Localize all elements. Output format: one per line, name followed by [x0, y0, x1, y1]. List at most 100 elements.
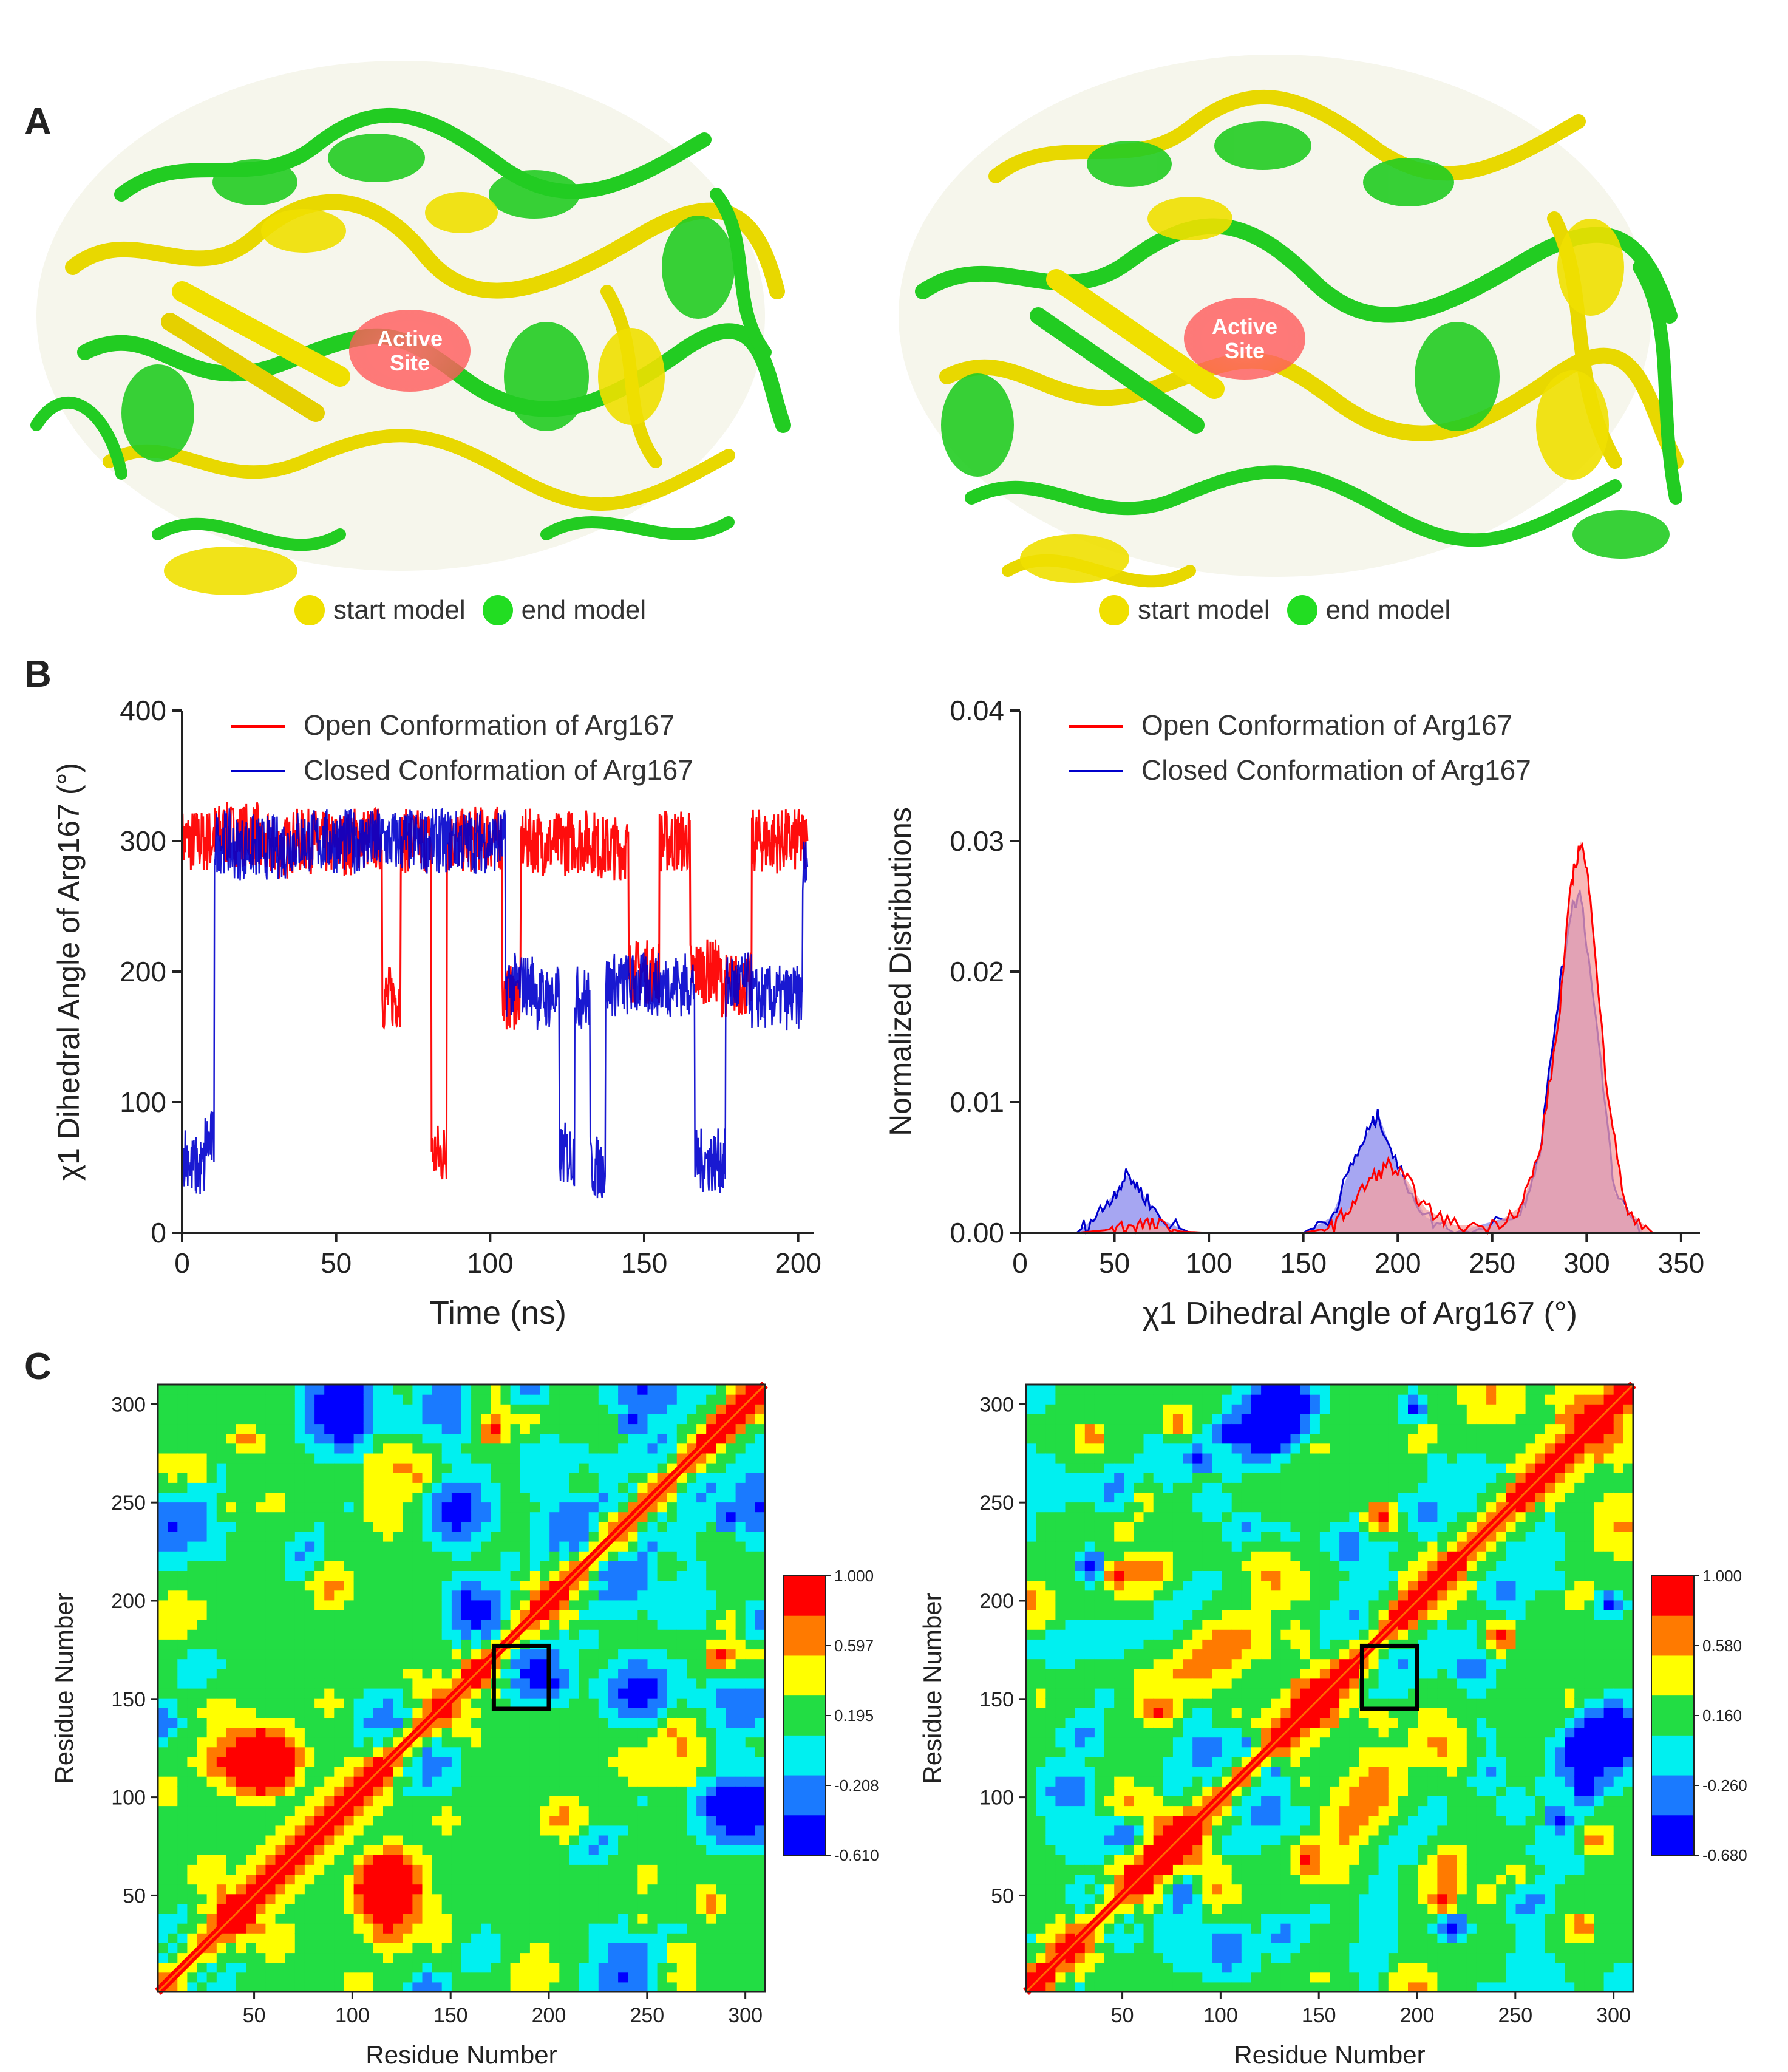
- heatmap-cell: [676, 1521, 687, 1532]
- heatmap-cell: [529, 1668, 540, 1679]
- active-site-marker-left: Active Site: [349, 310, 471, 392]
- heatmap-cell: [294, 1473, 305, 1483]
- heatmap-cell: [608, 1590, 619, 1601]
- heatmap-cell: [637, 1737, 648, 1748]
- heatmap-cell: [1104, 1688, 1115, 1699]
- heatmap-cell: [1104, 1649, 1115, 1660]
- heatmap-cell: [403, 1893, 413, 1904]
- heatmap-cell: [647, 1796, 658, 1807]
- heatmap-cell: [1104, 1678, 1115, 1689]
- heatmap-cell: [383, 1805, 393, 1816]
- heatmap-cell: [529, 1521, 540, 1532]
- heatmap-cell: [588, 1414, 599, 1425]
- heatmap-cell: [491, 1943, 501, 1954]
- heatmap-cell: [461, 1855, 472, 1865]
- heatmap-cell: [588, 1796, 599, 1807]
- heatmap-cell: [745, 1502, 756, 1513]
- heatmap-cell: [344, 1551, 355, 1561]
- heatmap-cell: [441, 1952, 452, 1963]
- heatmap-cell: [637, 1541, 648, 1552]
- heatmap-cell: [608, 1600, 619, 1610]
- heatmap-cell: [667, 1893, 678, 1904]
- heatmap-cell: [187, 1845, 198, 1855]
- heatmap-cell: [540, 1629, 550, 1640]
- heatmap-cell: [687, 1570, 697, 1581]
- heatmap-cell: [471, 1531, 481, 1542]
- heatmap-cell: [1104, 1473, 1115, 1483]
- heatmap-cell: [1036, 1776, 1046, 1787]
- heatmap-cell: [246, 1737, 256, 1748]
- heatmap-cell: [177, 1521, 188, 1532]
- heatmap-cell: [520, 1473, 531, 1483]
- heatmap-cell: [216, 1893, 227, 1904]
- heatmap-cell: [529, 1404, 540, 1414]
- heatmap-cell: [216, 1482, 227, 1493]
- heatmap-cell: [628, 1747, 638, 1757]
- heatmap-cell: [177, 1551, 188, 1561]
- heatmap-cell: [1124, 1610, 1134, 1620]
- heatmap-cell: [529, 1453, 540, 1464]
- heatmap-cell: [569, 1404, 580, 1414]
- heatmap-cell: [628, 1620, 638, 1630]
- heatmap-cell: [608, 1423, 619, 1434]
- heatmap-cell: [1104, 1796, 1115, 1807]
- heatmap-cell: [579, 1511, 590, 1522]
- heatmap-cell: [1065, 1805, 1076, 1816]
- heatmap-cell: [226, 1982, 237, 1992]
- heatmap-cell: [314, 1962, 325, 1973]
- heatmap-cell: [598, 1776, 609, 1787]
- heatmap-cell: [256, 1521, 266, 1532]
- heatmap-cell: [197, 1600, 208, 1610]
- heatmap-cell: [755, 1815, 766, 1826]
- heatmap-cell: [520, 1874, 531, 1885]
- heatmap-cell: [687, 1776, 697, 1787]
- heatmap-cell: [461, 1463, 472, 1473]
- heatmap-cell: [285, 1786, 296, 1796]
- heatmap-cell: [598, 1433, 609, 1444]
- heatmap-cell: [618, 1933, 628, 1943]
- heatmap-cell: [1094, 1943, 1105, 1954]
- heatmap-cell: [265, 1815, 276, 1826]
- heatmap-cell: [1172, 1629, 1183, 1640]
- heatmap-cell: [1124, 1394, 1134, 1405]
- heatmap-cell: [1075, 1796, 1086, 1807]
- heatmap-cell: [226, 1482, 237, 1493]
- heatmap-cell: [657, 1620, 668, 1630]
- heatmap-cell: [529, 1933, 540, 1943]
- heatmap-cell: [1172, 1815, 1183, 1826]
- heatmap-cell: [441, 1511, 452, 1522]
- heatmap-cell: [667, 1884, 678, 1895]
- heatmap-cell: [1084, 1678, 1095, 1689]
- heatmap-cell: [1163, 1747, 1174, 1757]
- heatmap-cell: [344, 1482, 355, 1493]
- heatmap-cell: [1172, 1855, 1183, 1865]
- heatmap-cell: [334, 1502, 344, 1513]
- heatmap-cell: [657, 1717, 668, 1728]
- heatmap-cell: [647, 1385, 658, 1395]
- heatmap-cell: [559, 1433, 569, 1444]
- heatmap-cell: [197, 1747, 208, 1757]
- heatmap-cell: [1163, 1698, 1174, 1708]
- heatmap-cell: [246, 1708, 256, 1718]
- heatmap-cell: [1055, 1521, 1066, 1532]
- heatmap-cell: [540, 1825, 550, 1836]
- heatmap-cell: [275, 1658, 286, 1669]
- heatmap-cell: [559, 1972, 569, 1983]
- heatmap-cell: [676, 1502, 687, 1513]
- heatmap-cell: [1114, 1385, 1124, 1395]
- heatmap-cell: [294, 1561, 305, 1571]
- heatmap-cell: [226, 1620, 237, 1630]
- heatmap-cell: [226, 1767, 237, 1777]
- heatmap-cell: [177, 1737, 188, 1748]
- heatmap-cell: [735, 1952, 746, 1963]
- heatmap-cell: [1143, 1698, 1154, 1708]
- heatmap-cell: [726, 1952, 736, 1963]
- heatmap-cell: [422, 1590, 433, 1601]
- heatmap-cell: [1065, 1404, 1076, 1414]
- heatmap-cell: [628, 1482, 638, 1493]
- heatmap-cell: [314, 1943, 325, 1954]
- heatmap-cell: [598, 1737, 609, 1748]
- heatmap-cell: [275, 1815, 286, 1826]
- heatmap-cell: [432, 1561, 443, 1571]
- heatmap-cell: [334, 1864, 344, 1875]
